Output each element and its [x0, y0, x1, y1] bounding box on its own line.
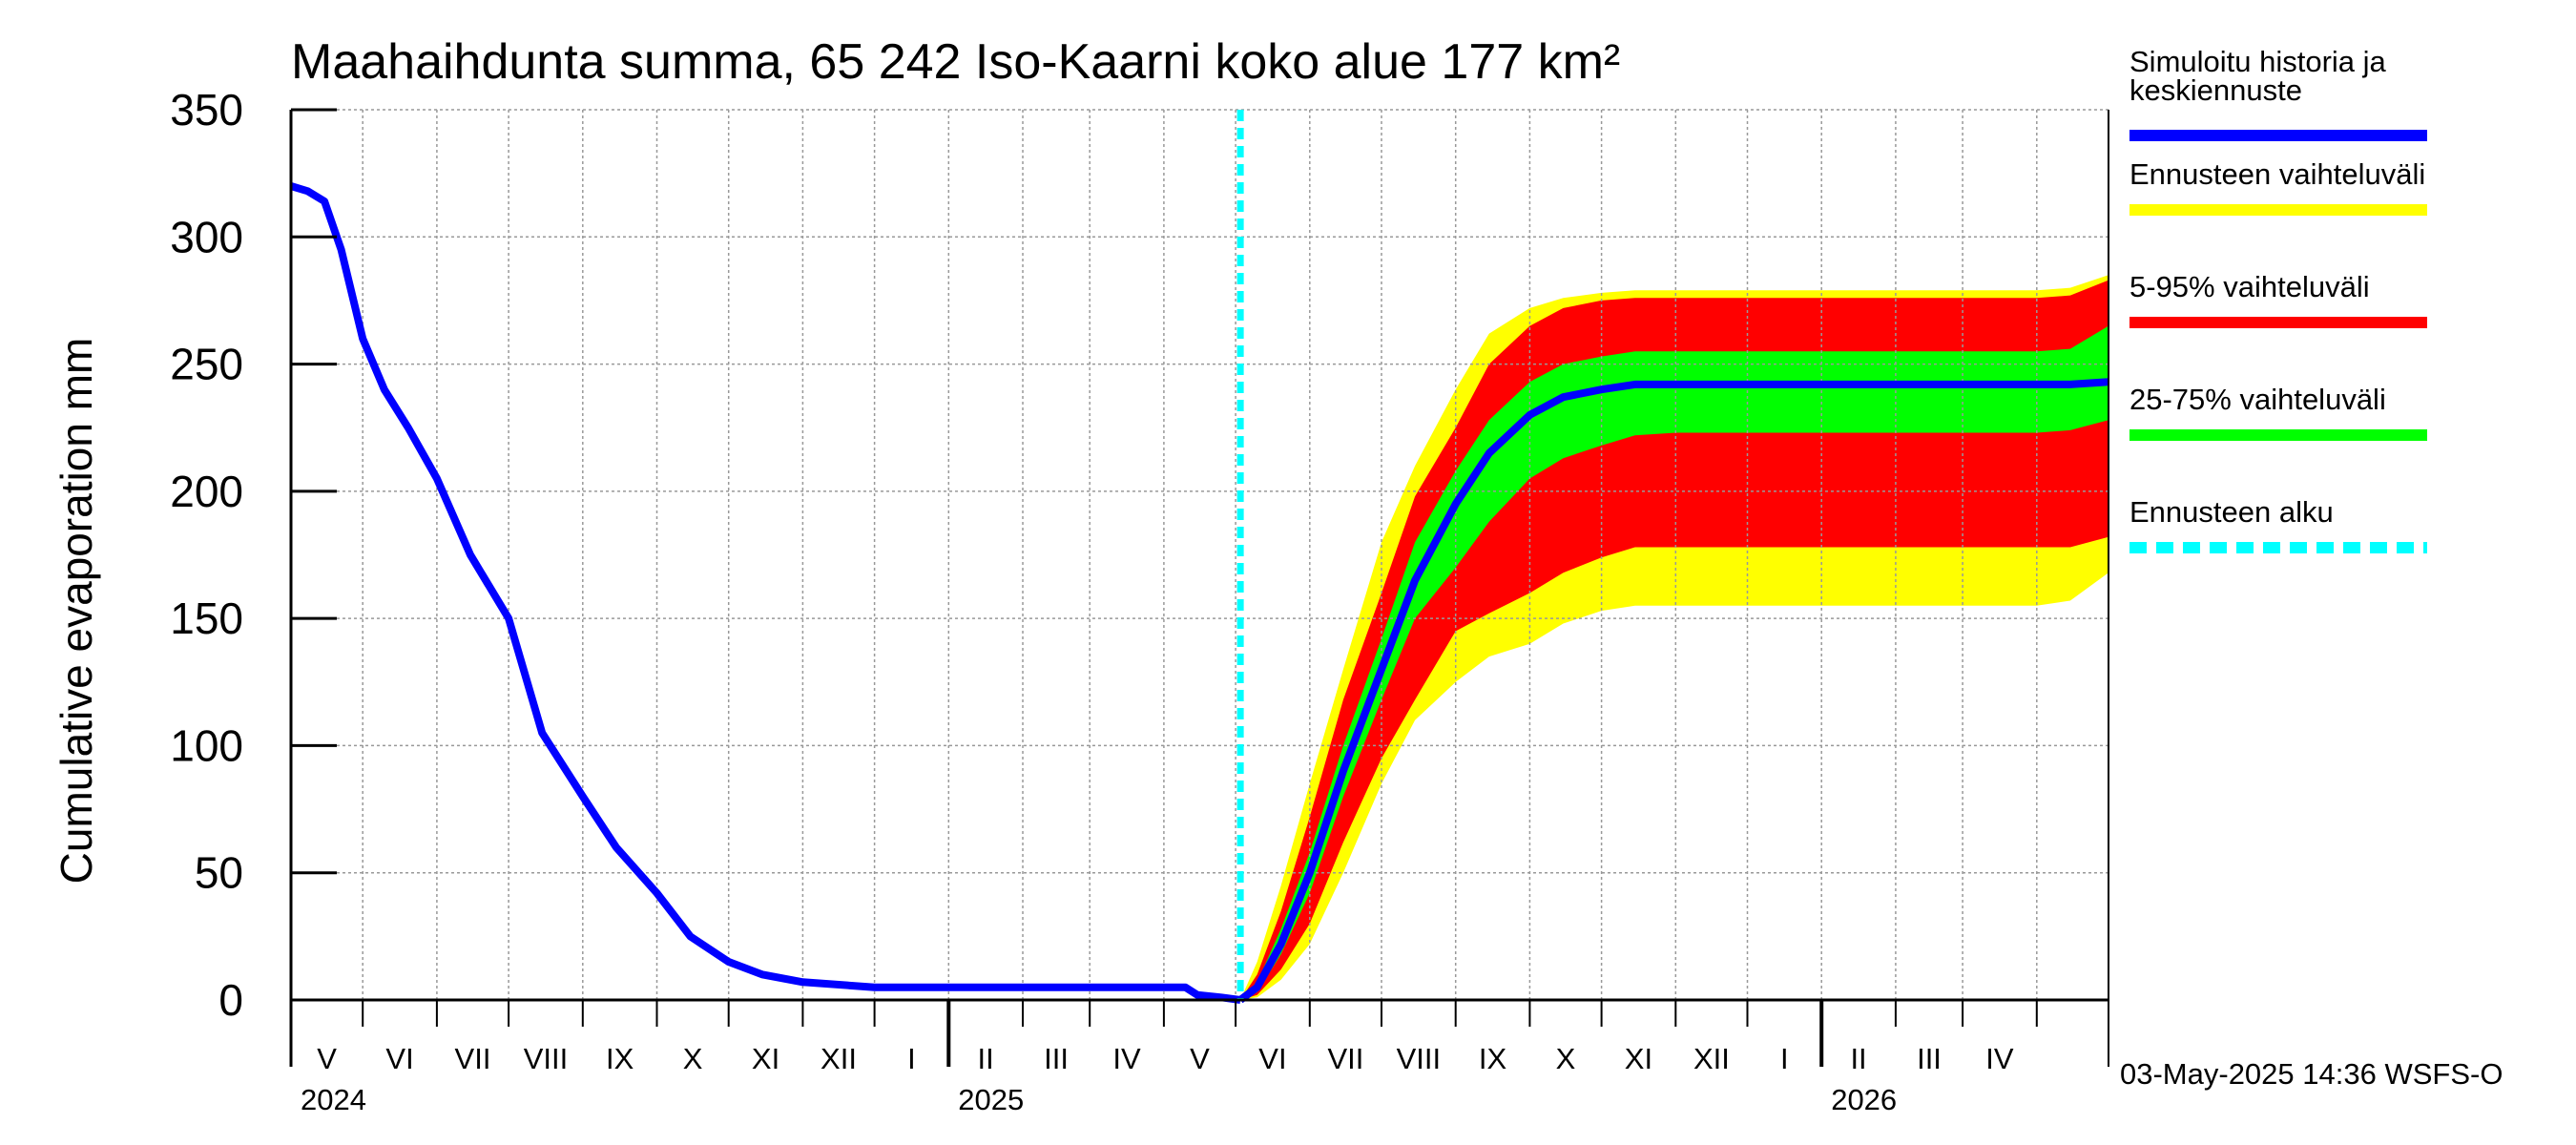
y-tick-label: 50 — [195, 848, 243, 898]
forecast-median-line — [1237, 378, 2109, 1004]
legend-swatch-p25-75 — [2129, 429, 2427, 441]
x-tick-label: I — [907, 1042, 916, 1075]
legend-label-p25-75: 25-75% vaihteluväli — [2129, 383, 2386, 416]
y-tick-label: 250 — [170, 340, 243, 389]
x-tick-label: VI — [1258, 1042, 1286, 1075]
legend-item-p25-75: 25-75% vaihteluväli — [2129, 385, 2549, 498]
x-tick-label: XI — [1625, 1042, 1652, 1075]
x-tick-label: IV — [1112, 1042, 1141, 1075]
x-tick-label: VIII — [524, 1042, 569, 1075]
x-tick-label: VI — [385, 1042, 413, 1075]
y-tick-label: 200 — [170, 467, 243, 516]
y-axis-label: Cumulative evaporation mm — [52, 338, 101, 885]
x-tick-label: XII — [821, 1042, 857, 1075]
y-tick-labels: 0 50 100 150 200 250 300 350 — [170, 85, 337, 1025]
x-tick-labels: V VI VII VIII IX X XI XII I II III IV V VI VII VIII IX X X… — [301, 1000, 2038, 1116]
legend-label-history: Simuloitu historia ja keskiennuste — [2129, 45, 2386, 107]
x-tick-label: IV — [1985, 1042, 2014, 1075]
year-label: 2026 — [1831, 1083, 1897, 1116]
year-label: 2025 — [958, 1083, 1024, 1116]
legend-swatch-range — [2129, 204, 2427, 216]
chart-title: Maahaihdunta summa, 65 242 Iso-Kaarni ko… — [291, 34, 1620, 90]
x-tick-label: III — [1044, 1042, 1069, 1075]
y-tick-label: 300 — [170, 212, 243, 261]
x-tick-label: VIII — [1397, 1042, 1442, 1075]
x-tick-label: III — [1917, 1042, 1942, 1075]
x-tick-label: XI — [752, 1042, 779, 1075]
band-5-95 — [1240, 280, 2109, 1001]
series-lines — [289, 110, 2109, 1004]
y-tick-label: 0 — [218, 975, 243, 1025]
x-tick-label: IX — [606, 1042, 634, 1075]
y-tick-label: 100 — [170, 720, 243, 770]
legend-swatch-forecast-start — [2129, 542, 2427, 553]
x-tick-label: I — [1780, 1042, 1789, 1075]
legend-swatch-p5-95 — [2129, 317, 2427, 328]
x-tick-label: VII — [1327, 1042, 1363, 1075]
x-tick-label: IX — [1479, 1042, 1507, 1075]
legend-label-range: Ennusteen vaihteluväli — [2129, 157, 2426, 191]
y-tick-label: 150 — [170, 593, 243, 643]
x-tick-label: X — [683, 1042, 703, 1075]
x-tick-label: VII — [455, 1042, 491, 1075]
legend-swatch-history — [2129, 130, 2427, 141]
legend-item-range: Ennusteen vaihteluväli — [2129, 157, 2549, 273]
y-tick-label: 350 — [170, 85, 243, 135]
axes — [289, 110, 2109, 1067]
legend: Simuloitu historia ja keskiennuste Ennus… — [2129, 45, 2549, 611]
legend-label-forecast-start: Ennusteen alku — [2129, 495, 2334, 529]
legend-item-history: Simuloitu historia ja keskiennuste — [2129, 45, 2549, 160]
footer-timestamp: 03-May-2025 14:36 WSFS-O — [2120, 1057, 2503, 1091]
legend-item-p5-95: 5-95% vaihteluväli — [2129, 270, 2549, 385]
legend-label-p5-95: 5-95% vaihteluväli — [2129, 270, 2370, 303]
year-label: 2024 — [301, 1083, 366, 1116]
x-tick-label: II — [978, 1042, 994, 1075]
x-tick-label: V — [317, 1042, 337, 1075]
history-line — [289, 182, 1241, 1004]
legend-item-forecast-start: Ennusteen alku — [2129, 495, 2549, 611]
x-tick-label: XII — [1693, 1042, 1730, 1075]
x-tick-label: V — [1190, 1042, 1210, 1075]
x-tick-label: X — [1556, 1042, 1576, 1075]
x-tick-label: II — [1850, 1042, 1866, 1075]
